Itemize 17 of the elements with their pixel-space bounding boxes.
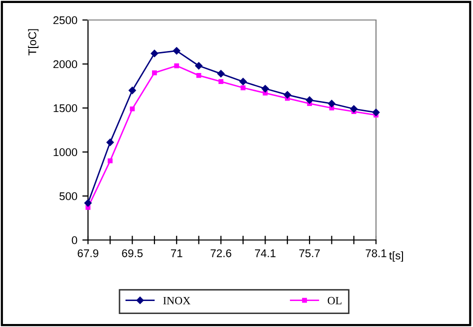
x-tick-label: 78.1	[366, 249, 386, 258]
y-tick-label: 2500	[53, 16, 78, 24]
x-axis-title: t[s]	[389, 251, 403, 262]
y-tick-label: 1500	[54, 104, 78, 112]
x-tick-label: 69.5	[122, 249, 143, 258]
x-tick-label: 67.9	[78, 249, 98, 258]
y-tick-label: 0	[72, 236, 78, 244]
legend-label: OL	[328, 296, 342, 304]
x-tick-label: 74.1	[254, 249, 276, 258]
x-tick-label: 72.6	[210, 249, 232, 258]
legend-label: INOX	[163, 296, 190, 304]
x-tick-label: 75.7	[299, 249, 320, 258]
y-tick-label: 2000	[53, 60, 78, 68]
x-tick-label: 71	[171, 249, 182, 258]
y-axis-title: T[oC]	[28, 29, 38, 56]
y-tick-label: 1000	[54, 148, 78, 156]
y-tick-label: 500	[59, 192, 78, 200]
